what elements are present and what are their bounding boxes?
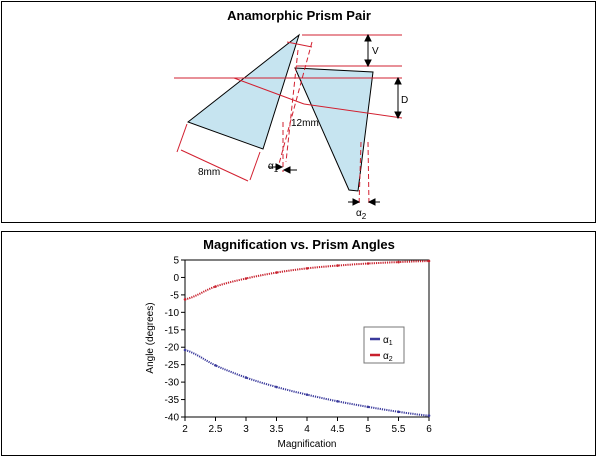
dimension-arrows: [268, 33, 402, 206]
data-point: [244, 277, 248, 280]
label-d: D: [401, 95, 408, 106]
diagram-title: Anamorphic Prism Pair: [227, 8, 371, 23]
series-alpha2: [183, 259, 431, 301]
data-point: [366, 262, 370, 265]
prism-diagram-panel: Anamorphic Prism Pair: [1, 1, 596, 223]
series-group: [183, 259, 431, 417]
data-point: [427, 259, 431, 263]
magnification-chart: Magnification vs. Prism Angles 5 0 -5 -10 -1…: [145, 237, 432, 450]
data-point: [336, 264, 339, 267]
data-point: [336, 400, 339, 403]
x-tick-label: 6: [426, 424, 432, 435]
prism-diagram: Anamorphic Prism Pair: [174, 8, 408, 221]
y-tick-label: -10: [165, 308, 180, 319]
x-axis-ticks: 2 2.5 3 3.5 4 4.5 5 5.5 6: [182, 417, 432, 435]
x-tick-label: 4: [304, 424, 310, 435]
x-tick-label: 5.5: [392, 424, 406, 435]
x-tick-label: 2: [182, 424, 188, 435]
y-tick-label: -25: [165, 360, 180, 371]
data-point: [275, 271, 278, 274]
data-point: [305, 267, 309, 270]
label-v: V: [372, 46, 379, 57]
chart-title: Magnification vs. Prism Angles: [203, 237, 395, 252]
data-point: [397, 410, 400, 414]
x-tick-label: 5: [365, 424, 371, 435]
label-alpha2: α2: [356, 208, 367, 221]
y-tick-label: 0: [173, 273, 179, 284]
x-tick-label: 3.5: [270, 424, 284, 435]
x-axis-label: Magnification: [278, 439, 337, 450]
data-point: [183, 348, 187, 352]
y-tick-label: -5: [170, 290, 179, 301]
data-point: [183, 298, 187, 301]
y-tick-label: -15: [165, 325, 180, 336]
data-point: [366, 405, 370, 409]
y-tick-label: -30: [165, 378, 180, 389]
y-tick-label: -20: [165, 343, 180, 354]
legend-label: α1: [383, 335, 393, 347]
y-tick-label: 5: [173, 256, 179, 267]
data-point: [305, 393, 309, 396]
label-alpha1: α1: [268, 161, 279, 174]
prism-1: [186, 33, 300, 150]
x-tick-label: 3: [243, 424, 249, 435]
y-axis-ticks: 5 0 -5 -10 -15 -20 -25 -30 -35 -40: [165, 256, 185, 424]
y-tick-label: -35: [165, 395, 180, 406]
series-alpha1: [183, 348, 431, 417]
data-point: [397, 260, 400, 264]
legend-label: α2: [383, 351, 393, 363]
label-12mm: 12mm: [291, 118, 319, 129]
data-point: [427, 414, 431, 417]
prism-2: [294, 67, 374, 192]
legend-box: [363, 326, 405, 364]
data-point: [244, 376, 248, 379]
data-point: [214, 285, 217, 288]
x-tick-label: 4.5: [331, 424, 345, 435]
y-tick-label: -40: [165, 413, 180, 424]
label-8mm: 8mm: [198, 167, 220, 178]
chart-panel: Magnification vs. Prism Angles 5 0 -5 -10 -1…: [1, 231, 596, 456]
data-point: [214, 364, 217, 367]
x-tick-label: 2.5: [209, 424, 223, 435]
y-axis-label: Angle (degrees): [145, 302, 156, 373]
data-point: [275, 385, 278, 389]
beam-path: [174, 34, 403, 207]
